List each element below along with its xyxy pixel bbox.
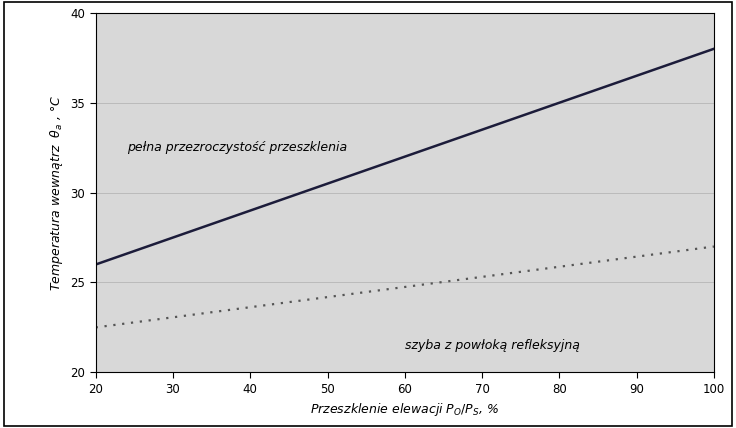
Text: pełna przezroczystość przeszklenia: pełna przezroczystość przeszklenia — [127, 141, 347, 154]
Text: szyba z powłoką refleksyjną: szyba z powłoką refleksyjną — [405, 339, 580, 352]
Y-axis label: Temperatura wewnątrz  θ$_a$ , °C: Temperatura wewnątrz θ$_a$ , °C — [48, 95, 65, 291]
X-axis label: Przeszklenie elewacji $P_O/P_S$, %: Przeszklenie elewacji $P_O/P_S$, % — [311, 401, 499, 418]
